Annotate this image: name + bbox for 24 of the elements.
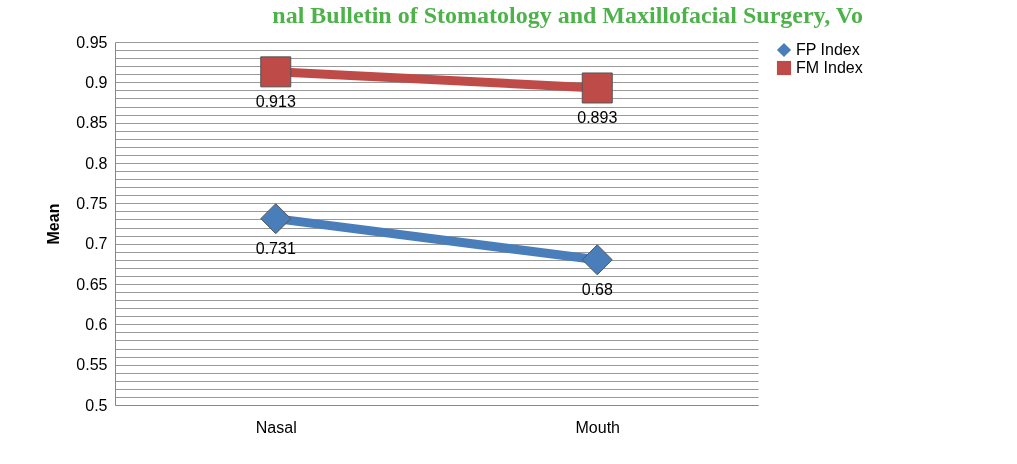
y-tick-label: 0.7	[85, 235, 108, 253]
point	[260, 203, 292, 235]
data-label: 0.893	[577, 108, 618, 126]
y-axis-title: Mean	[45, 203, 63, 245]
y-tick-label: 0.75	[76, 194, 108, 212]
legend-label: FM Index	[796, 59, 863, 76]
point	[581, 244, 613, 276]
y-tick-label: 0.55	[76, 356, 108, 374]
y-tick-label: 0.8	[85, 154, 108, 172]
chart-title: nal Bulletin of Stomatology and Maxillofacial Surgery, Vo	[272, 2, 863, 28]
point	[260, 56, 292, 88]
data-label: 0.731	[255, 239, 296, 257]
y-tick-label: 0.65	[76, 275, 108, 293]
y-tick-label: 0.85	[76, 114, 108, 132]
y-tick-label: 0.5	[85, 396, 108, 414]
point	[581, 72, 613, 104]
x-tick-label: Mouth	[575, 418, 620, 436]
data-label: 0.913	[255, 92, 296, 110]
legend-label: FP Index	[796, 41, 860, 58]
y-tick-label: 0.6	[85, 315, 108, 333]
data-label: 0.68	[581, 280, 613, 298]
y-tick-label: 0.95	[76, 33, 108, 51]
y-tick-label: 0.9	[85, 73, 108, 91]
x-tick-label: Nasal	[255, 418, 297, 436]
